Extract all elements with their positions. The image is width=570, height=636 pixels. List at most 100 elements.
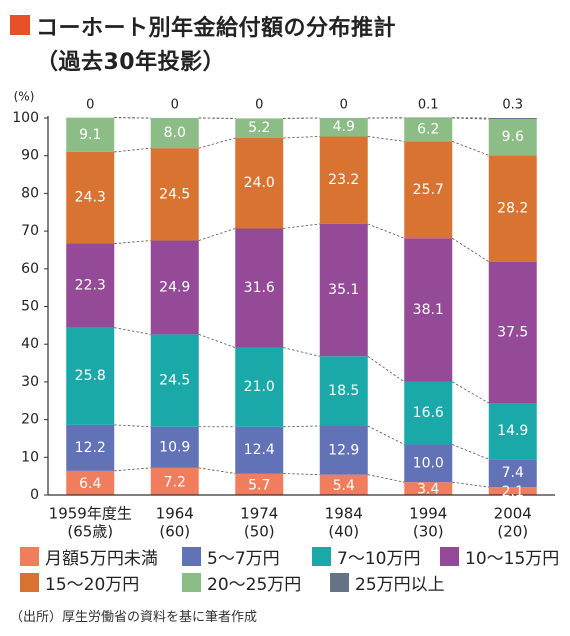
- x-tick-sublabel: (30): [413, 523, 444, 541]
- data-label: 16.6: [413, 405, 444, 421]
- legend-label: 5〜7万円: [207, 549, 280, 569]
- bar-segment: [235, 347, 284, 427]
- connector-line: [283, 347, 320, 357]
- legend-swatch: [330, 573, 349, 592]
- connector-line: [452, 444, 489, 460]
- connector-line: [367, 425, 405, 445]
- legend-swatch: [20, 547, 39, 566]
- connector-line: [114, 240, 151, 244]
- connector-line: [198, 137, 236, 149]
- bar-segment: [235, 118, 284, 138]
- data-label: 5.2: [248, 120, 270, 136]
- legend-item: 5〜7万円: [182, 544, 280, 569]
- x-tick-label: 2004: [494, 505, 532, 523]
- bar-segment: [66, 327, 115, 425]
- legend-label: 10〜15万円: [465, 549, 560, 569]
- legend-swatch: [182, 547, 201, 566]
- bar-segment: [404, 238, 453, 382]
- legend-item: 20〜25万円: [182, 570, 301, 595]
- bar-segment: [319, 223, 368, 357]
- connector-line: [367, 355, 405, 383]
- data-label: 25.7: [413, 182, 444, 198]
- connector-line: [367, 223, 405, 239]
- chart-subtitle: （過去30年投影）: [36, 50, 226, 75]
- y-tick-label: 80: [21, 185, 39, 201]
- data-label: 6.2: [417, 122, 439, 138]
- connector-line: [198, 334, 236, 348]
- bar-segment: [66, 470, 115, 495]
- connector-line: [452, 381, 489, 404]
- data-label: 5.7: [248, 477, 270, 493]
- bar-segment: [404, 118, 453, 142]
- x-tick-label: 1959年度生: [49, 505, 132, 523]
- data-label: 12.9: [328, 442, 359, 458]
- data-label: 3.4: [417, 482, 439, 498]
- bar-segment: [488, 119, 537, 156]
- bar-segment: [66, 243, 115, 328]
- connector-line: [283, 223, 320, 229]
- bar-segment: [488, 118, 537, 120]
- connector-line: [283, 473, 320, 476]
- data-label: 12.4: [244, 442, 275, 458]
- bar-segment: [404, 381, 453, 445]
- connector-line: [198, 467, 236, 474]
- data-label: 23.2: [328, 172, 359, 188]
- data-label: 7.2: [164, 474, 186, 490]
- connector-line: [114, 424, 151, 428]
- data-label: 24.3: [75, 190, 106, 206]
- bar-segment: [404, 482, 453, 495]
- bar-segment: [404, 141, 453, 239]
- legend-swatch: [440, 547, 459, 566]
- y-tick-label: 90: [21, 148, 39, 164]
- data-label: 4.9: [333, 119, 355, 135]
- top-data-label: 0: [340, 98, 348, 113]
- legend-item: 月額5万円未満: [20, 544, 158, 569]
- data-label: 37.5: [497, 324, 528, 340]
- legend-item: 15〜20万円: [20, 570, 139, 595]
- data-label: 6.4: [79, 476, 101, 492]
- connector-line: [283, 425, 320, 428]
- data-label: 5.4: [333, 478, 355, 494]
- legend-label: 25万円以上: [355, 575, 445, 595]
- data-label: 25.8: [75, 368, 106, 384]
- bar-segment: [150, 240, 199, 335]
- data-label: 24.5: [159, 373, 190, 389]
- bar-segment: [235, 228, 284, 348]
- bar-segment: [488, 403, 537, 460]
- data-label: 10.0: [413, 455, 444, 471]
- legend-item: 25万円以上: [330, 570, 445, 595]
- data-label: 38.1: [413, 302, 444, 318]
- x-tick-label: 1974: [240, 505, 278, 523]
- data-label: 2.1: [502, 484, 524, 500]
- connector-line: [367, 136, 405, 142]
- x-tick-sublabel: (40): [328, 523, 359, 541]
- bar-segment: [150, 118, 199, 149]
- x-tick-sublabel: (65歳): [67, 523, 113, 541]
- bar-segment: [404, 444, 453, 483]
- bar-segment: [488, 487, 537, 495]
- bar-segment: [404, 117, 453, 119]
- bar-segment: [319, 356, 368, 427]
- legend-swatch: [182, 573, 201, 592]
- x-tick-label: 1984: [325, 505, 363, 523]
- legend-label: 15〜20万円: [45, 575, 140, 595]
- bar-segment: [150, 334, 199, 427]
- bar-segment: [235, 137, 284, 229]
- bar-segment: [488, 459, 537, 488]
- legend-item: 7〜10万円: [312, 544, 420, 569]
- y-tick-label: 10: [21, 449, 39, 465]
- connector-line: [452, 481, 489, 488]
- top-data-label: 0: [171, 98, 179, 113]
- data-label: 8.0: [164, 125, 186, 141]
- bar-segment: [319, 474, 368, 495]
- data-label: 31.6: [244, 280, 275, 296]
- bar-segment: [66, 151, 115, 244]
- y-tick-label: 70: [21, 223, 39, 239]
- data-label: 24.0: [244, 175, 275, 191]
- title-marker-square: [10, 15, 30, 35]
- top-data-label: 0: [86, 98, 94, 113]
- y-tick-label: 40: [21, 336, 39, 352]
- top-data-label: 0.1: [418, 98, 439, 113]
- data-label: 12.2: [75, 440, 106, 456]
